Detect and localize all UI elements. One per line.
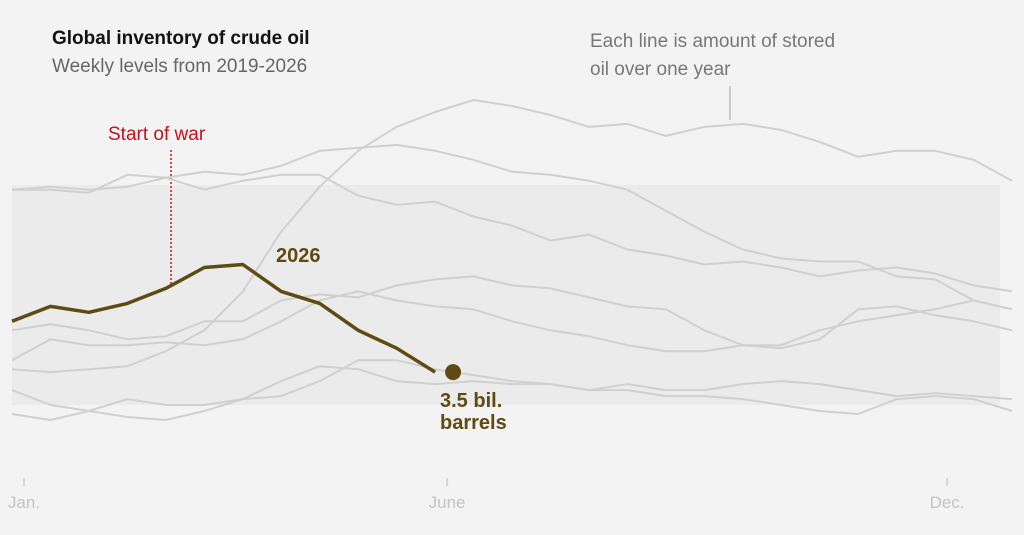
series-label: 2026 <box>276 245 321 267</box>
line <box>11 359 1013 415</box>
x-tick-label: June <box>429 493 466 512</box>
chart-subtitle: Weekly levels from 2019-2026 <box>52 56 308 77</box>
line <box>11 365 1013 421</box>
annotation: Start of war <box>108 124 206 145</box>
chart-title: Global inventory of crude oil <box>52 28 310 49</box>
line <box>11 275 1013 350</box>
end-dot <box>445 364 462 381</box>
annotation: Each line is amount of stored oil over o… <box>590 31 836 80</box>
line <box>11 99 1013 374</box>
x-tick-label: Jan. <box>8 493 40 512</box>
line <box>11 173 1013 293</box>
line <box>12 143 1013 311</box>
highlight-line <box>11 262 437 374</box>
line <box>11 290 1013 362</box>
data-label: 3.5 bil. barrels <box>440 390 507 434</box>
x-tick-label: Dec. <box>930 493 965 512</box>
band <box>12 185 1000 405</box>
